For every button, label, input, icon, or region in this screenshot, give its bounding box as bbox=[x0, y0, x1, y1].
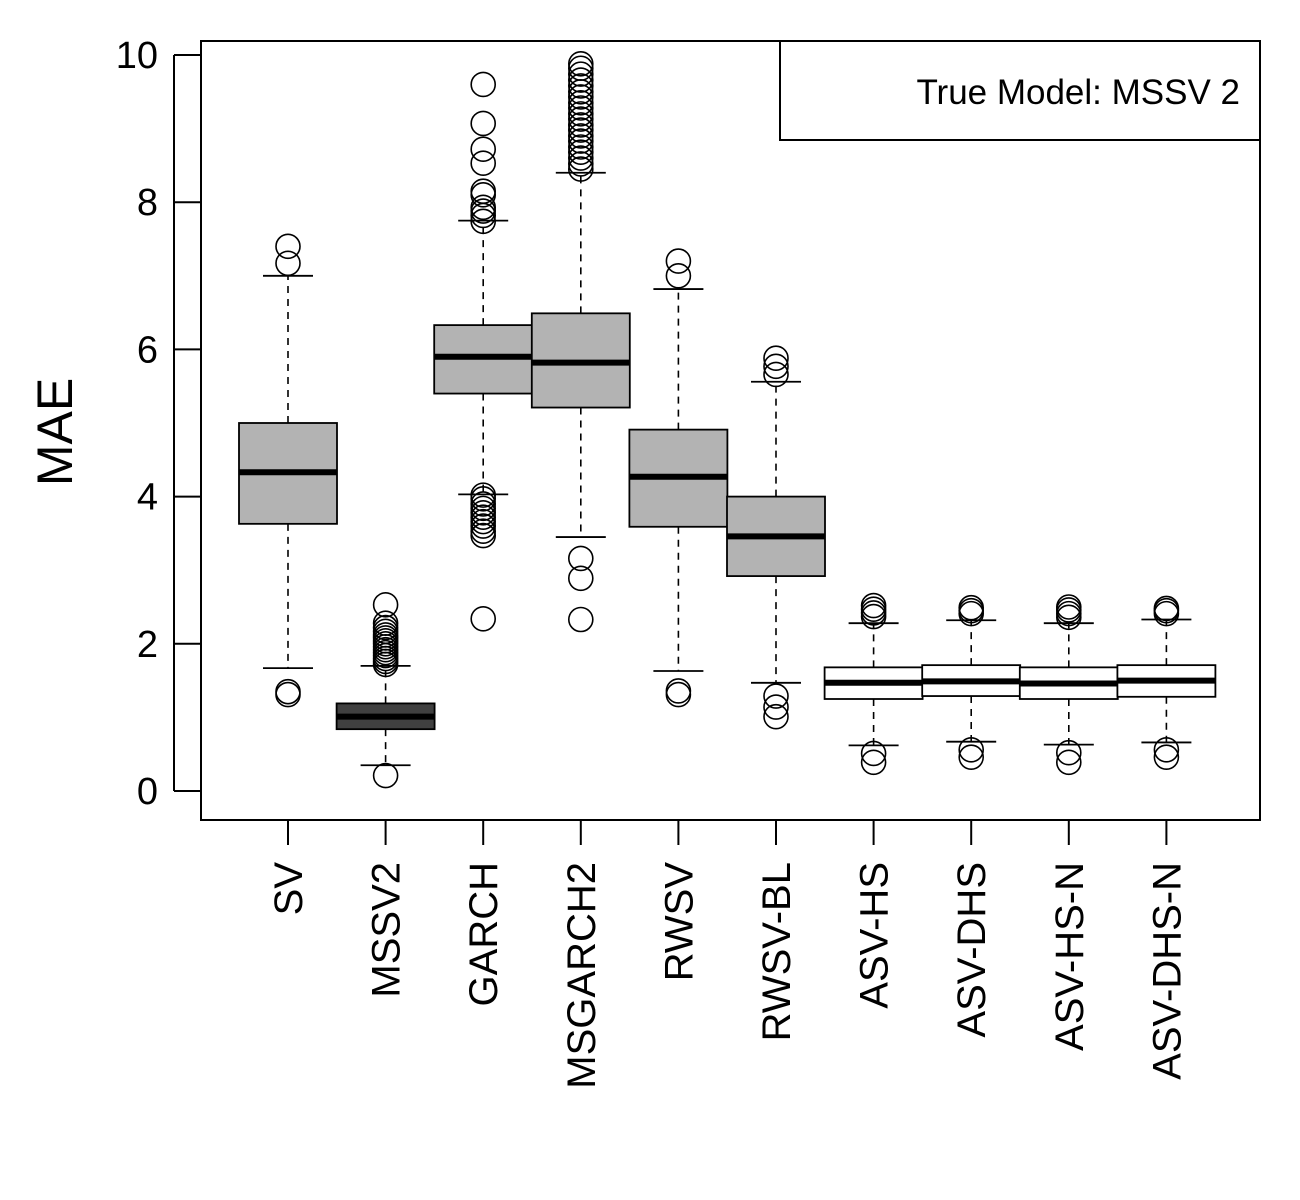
y-tick-label: 6 bbox=[137, 329, 158, 371]
y-axis: 0 2 4 6 8 10 bbox=[116, 35, 201, 813]
outlier-point bbox=[567, 145, 594, 171]
outlier-point bbox=[763, 694, 789, 720]
outlier-point bbox=[1153, 744, 1180, 770]
outlier-point bbox=[665, 678, 692, 704]
outlier-point bbox=[470, 150, 497, 176]
box-asv-hs-n bbox=[1018, 594, 1119, 776]
outlier-point bbox=[470, 482, 497, 508]
outlier-point bbox=[275, 250, 301, 277]
outlier-point bbox=[763, 703, 789, 730]
x-tick-label: ASV-DHS-N bbox=[1145, 862, 1189, 1080]
outlier-point bbox=[1056, 749, 1082, 776]
outlier-point bbox=[860, 749, 887, 776]
outlier-point bbox=[470, 71, 497, 98]
outlier-point bbox=[763, 345, 789, 372]
outlier-point bbox=[763, 353, 789, 380]
x-tick-label: GARCH bbox=[462, 862, 506, 1006]
x-tick-label: ASV-HS bbox=[853, 862, 897, 1009]
outlier-point bbox=[567, 117, 594, 143]
legend: True Model: MSSV 2 bbox=[779, 40, 1261, 141]
outlier-point bbox=[567, 565, 594, 592]
legend-text: True Model: MSSV 2 bbox=[916, 73, 1240, 112]
outlier-point bbox=[372, 610, 399, 636]
outlier-point bbox=[567, 139, 594, 165]
outlier-point bbox=[567, 95, 594, 121]
outlier-point bbox=[860, 740, 887, 767]
outlier-point bbox=[470, 208, 497, 235]
x-tick-label: ASV-HS-N bbox=[1048, 862, 1092, 1051]
y-tick-label: 8 bbox=[137, 182, 158, 224]
outlier-point bbox=[470, 178, 497, 204]
y-axis-title: MAE bbox=[27, 378, 83, 486]
outlier-point bbox=[567, 106, 594, 132]
outlier-point bbox=[567, 73, 594, 99]
box-rwsv-bl bbox=[726, 345, 826, 730]
outlier-point bbox=[275, 678, 301, 705]
y-tick-label: 2 bbox=[137, 624, 158, 666]
x-tick-label: RWSV-BL bbox=[755, 862, 799, 1041]
outlier-point bbox=[567, 134, 594, 160]
outlier-point bbox=[958, 736, 985, 763]
x-axis: SV MSSV2 GARCH MSGARCH2 RWSV RWSV-BL ASV-HS ASV… bbox=[267, 819, 1189, 1089]
outlier-point bbox=[470, 605, 497, 632]
outlier-point bbox=[958, 594, 985, 621]
outlier-point bbox=[1056, 594, 1082, 620]
x-tick-label: RWSV bbox=[657, 862, 701, 982]
outlier-point bbox=[567, 90, 594, 116]
box-asv-dhs bbox=[921, 594, 1022, 770]
box-sv bbox=[238, 233, 338, 708]
outlier-point bbox=[567, 101, 594, 127]
outlier-point bbox=[470, 518, 497, 544]
y-tick-label: 0 bbox=[137, 771, 158, 813]
outlier-point bbox=[1056, 739, 1082, 766]
box-garch bbox=[433, 71, 534, 632]
outlier-point bbox=[1153, 736, 1180, 763]
outlier-point bbox=[275, 233, 301, 260]
box-rwsv bbox=[628, 248, 729, 708]
outlier-point bbox=[665, 248, 692, 274]
outlier-point bbox=[763, 683, 789, 709]
outlier-point bbox=[567, 123, 594, 149]
outlier-point bbox=[567, 84, 594, 110]
outlier-point bbox=[567, 156, 594, 182]
plot-frame bbox=[200, 40, 1261, 821]
outlier-point bbox=[470, 136, 497, 163]
y-tick-label: 4 bbox=[137, 477, 158, 519]
boxes-layer bbox=[238, 51, 1217, 789]
outlier-point bbox=[567, 61, 594, 87]
legend-box bbox=[779, 40, 1261, 141]
outlier-point bbox=[567, 151, 594, 177]
x-tick-label: MSSV2 bbox=[365, 862, 409, 998]
box-asv-dhs-n bbox=[1116, 595, 1217, 770]
outlier-point bbox=[567, 67, 594, 93]
outlier-point bbox=[567, 128, 594, 154]
box-asv-hs bbox=[823, 592, 924, 776]
outlier-point bbox=[470, 110, 497, 137]
outlier-point bbox=[470, 491, 497, 517]
box-mssv2 bbox=[335, 591, 436, 789]
box-msgarch2 bbox=[530, 51, 631, 633]
x-tick-label: SV bbox=[267, 862, 311, 916]
x-tick-label: ASV-DHS bbox=[950, 862, 994, 1038]
y-tick-label: 10 bbox=[116, 35, 158, 77]
outlier-point bbox=[567, 545, 594, 572]
outlier-point bbox=[1153, 595, 1180, 622]
outlier-point bbox=[665, 262, 692, 289]
outlier-point bbox=[372, 591, 399, 618]
outlier-point bbox=[567, 606, 594, 633]
outlier-point bbox=[470, 194, 497, 221]
outlier-point bbox=[567, 112, 594, 138]
outlier-point bbox=[860, 592, 887, 619]
outlier-point bbox=[958, 744, 985, 770]
outlier-point bbox=[763, 361, 789, 388]
outlier-point bbox=[372, 762, 399, 789]
outlier-point bbox=[567, 51, 594, 77]
x-tick-label: MSGARCH2 bbox=[560, 862, 604, 1089]
